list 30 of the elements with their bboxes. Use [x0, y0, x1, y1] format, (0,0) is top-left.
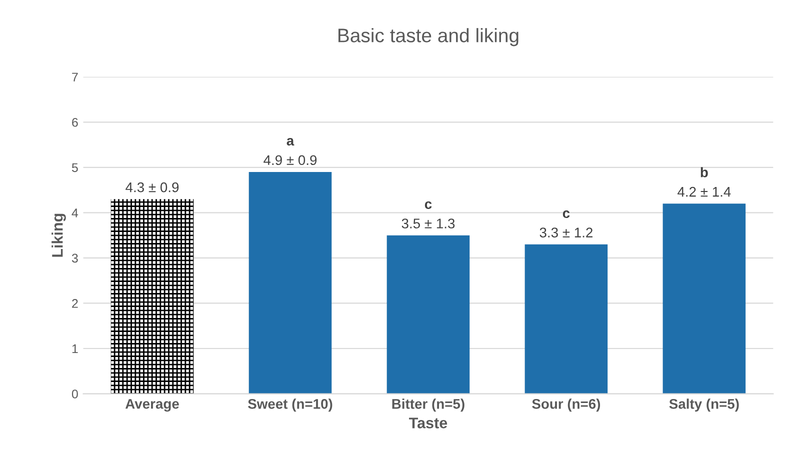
y-tick-label: 5	[72, 163, 78, 172]
y-tick-label: 6	[72, 118, 78, 127]
chart-title: Basic taste and liking	[338, 28, 518, 46]
y-tick-label: 0	[72, 390, 78, 398]
x-tick-label: Sweet (n=10)	[248, 398, 332, 412]
x-tick-label: Sour (n=6)	[532, 398, 600, 412]
annotation: c	[424, 201, 432, 209]
y-tick-label: 2	[72, 299, 78, 308]
bar	[386, 235, 470, 394]
y-tick-label: 1	[72, 344, 78, 354]
data-label: 3.3 ± 1.2	[540, 228, 592, 238]
bar	[524, 244, 608, 394]
y-tick-label: 3	[72, 254, 78, 263]
x-tick-label: Salty (n=5)	[669, 398, 739, 412]
x-tick-label: Average	[125, 399, 179, 412]
data-label: 4.9 ± 0.9	[264, 155, 317, 166]
annotation: a	[286, 138, 294, 146]
x-tick-label: Bitter (n=5)	[392, 398, 464, 412]
bar	[110, 199, 194, 394]
bar	[662, 204, 746, 394]
x-axis-title: Taste	[409, 418, 448, 428]
data-label: 4.2 ± 1.4	[678, 186, 731, 197]
y-tick-label: 4	[72, 208, 78, 218]
annotation: b	[700, 167, 708, 178]
data-label: 3.5 ± 1.3	[402, 218, 455, 228]
y-tick-label: 7	[72, 72, 78, 82]
annotation: c	[562, 210, 570, 218]
y-axis-title: Liking	[52, 214, 66, 257]
data-label: 4.3 ± 0.9	[126, 182, 179, 192]
bar	[248, 172, 332, 394]
